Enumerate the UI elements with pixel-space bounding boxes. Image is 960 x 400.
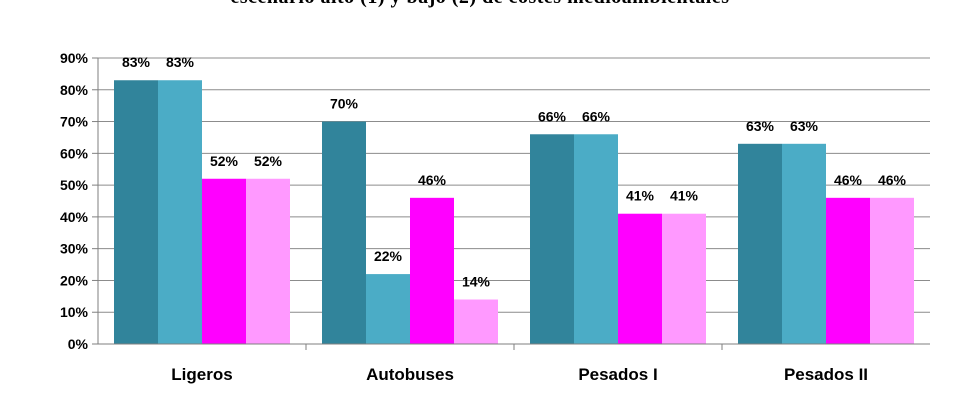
- bar-pesados-i-series-3: [618, 213, 662, 344]
- data-label: 52%: [210, 153, 239, 169]
- y-tick-label: 50%: [60, 177, 89, 193]
- bar-ligeros-series-2: [158, 80, 202, 344]
- data-label: 66%: [538, 108, 567, 124]
- data-label: 14%: [462, 274, 491, 290]
- bars: [114, 80, 914, 344]
- y-tick-label: 60%: [60, 145, 89, 161]
- data-label: 41%: [626, 188, 655, 204]
- bar-ligeros-series-4: [246, 178, 290, 344]
- data-label: 83%: [166, 54, 195, 70]
- y-tick-label: 80%: [60, 82, 89, 98]
- data-label: 46%: [878, 172, 907, 188]
- data-label: 46%: [834, 172, 863, 188]
- y-tick-label: 20%: [60, 272, 89, 288]
- chart-title: escenario alto (1) y bajo (2) de costes …: [0, 0, 960, 9]
- axes: [92, 57, 930, 350]
- category-label: Autobuses: [366, 365, 454, 384]
- data-label: 41%: [670, 188, 699, 204]
- bar-ligeros-series-1: [114, 80, 158, 344]
- bar-ligeros-series-3: [202, 178, 246, 344]
- bar-autobuses-series-3: [410, 197, 454, 344]
- data-label: 46%: [418, 172, 447, 188]
- data-label: 63%: [790, 118, 819, 134]
- y-tick-label: 0%: [68, 336, 89, 352]
- category-label: Ligeros: [171, 365, 232, 384]
- bar-pesados-ii-series-1: [738, 143, 782, 344]
- bar-pesados-i-series-1: [530, 134, 574, 344]
- bar-pesados-ii-series-3: [826, 197, 870, 344]
- labels: 0% 10% 20% 30% 40% 50% 60% 70% 80% 90% 83% 83% 52% 52…: [60, 50, 907, 384]
- category-label: Pesados I: [578, 365, 657, 384]
- bar-pesados-i-series-4: [662, 213, 706, 344]
- y-tick-label: 10%: [60, 304, 89, 320]
- bar-pesados-i-series-2: [574, 134, 618, 344]
- category-label: Pesados II: [784, 365, 868, 384]
- bar-pesados-ii-series-2: [782, 143, 826, 344]
- data-label: 83%: [122, 54, 151, 70]
- bar-autobuses-series-4: [454, 299, 498, 344]
- bar-pesados-ii-series-4: [870, 197, 914, 344]
- y-tick-label: 30%: [60, 241, 89, 257]
- data-label: 52%: [254, 153, 283, 169]
- bar-autobuses-series-1: [322, 121, 366, 344]
- data-label: 66%: [582, 108, 611, 124]
- y-tick-label: 90%: [60, 50, 89, 66]
- bar-autobuses-series-2: [366, 274, 410, 344]
- y-tick-label: 70%: [60, 114, 89, 130]
- data-label: 22%: [374, 248, 403, 264]
- data-label: 63%: [746, 118, 775, 134]
- y-tick-label: 40%: [60, 209, 89, 225]
- data-label: 70%: [330, 96, 359, 112]
